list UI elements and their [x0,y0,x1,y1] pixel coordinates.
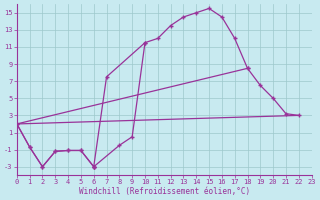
X-axis label: Windchill (Refroidissement éolien,°C): Windchill (Refroidissement éolien,°C) [79,187,250,196]
